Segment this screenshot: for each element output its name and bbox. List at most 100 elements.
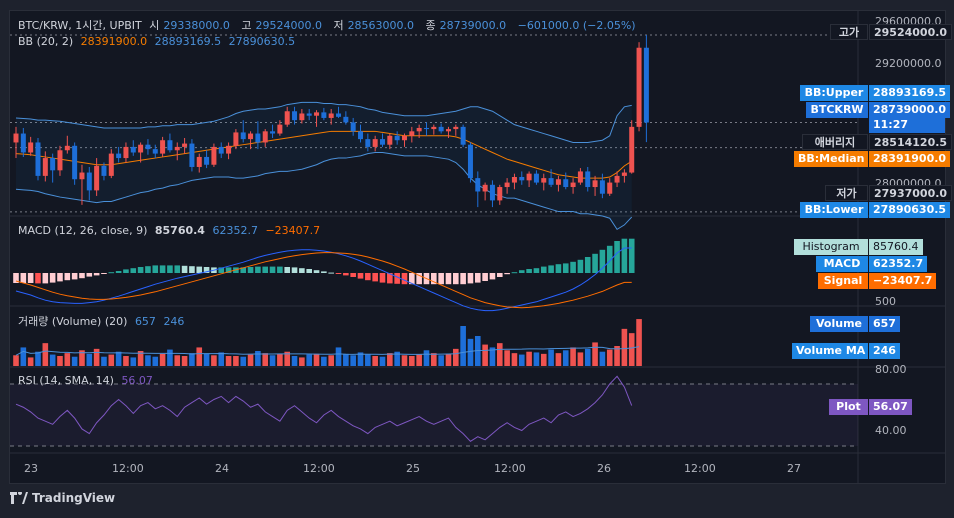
- volume-bar: [489, 347, 496, 366]
- bb-median-name: BB:Median: [794, 151, 868, 167]
- rsi-legend-name: RSI (14, SMA, 14): [18, 374, 114, 387]
- volume-bar: [628, 333, 635, 366]
- volume-ma-value: 246: [163, 315, 185, 328]
- candle-body: [409, 131, 415, 136]
- bb-upper-line: [15, 101, 632, 143]
- candle-body: [555, 179, 561, 185]
- candle-body: [72, 145, 78, 180]
- volume-bar: [533, 352, 540, 366]
- bb-legend-name: BB (20, 2): [18, 35, 74, 48]
- macd-histogram-bar: [137, 267, 144, 273]
- volume-bar: [13, 355, 19, 366]
- tradingview-logo-icon: [10, 492, 28, 504]
- volume-bar: [372, 356, 378, 366]
- symbol-title[interactable]: BTC/KRW, 1시간, UPBIT: [18, 19, 142, 32]
- macd-histogram-bar: [284, 267, 291, 273]
- volume-bar: [365, 354, 371, 366]
- macd-histogram-bar: [460, 273, 466, 285]
- candle-body: [401, 135, 407, 141]
- macd-histogram-bar: [504, 273, 510, 275]
- volume-bar: [218, 352, 225, 366]
- macd-histogram-bar: [225, 267, 232, 273]
- candle-body: [226, 145, 232, 154]
- macd-histogram-bar: [130, 268, 137, 273]
- macd-histogram-bar: [482, 273, 488, 281]
- volume-legend[interactable]: 거래량 (Volume) (20) 657 246: [18, 313, 188, 329]
- macd-histogram-bar: [621, 238, 628, 273]
- brand-name: TradingView: [32, 491, 116, 505]
- macd-histogram-bar: [511, 272, 518, 274]
- macd-histogram-bar: [453, 273, 459, 285]
- volume-bar: [240, 356, 247, 366]
- volume-bar: [27, 357, 34, 366]
- candle-body: [358, 131, 364, 140]
- macd-histogram-bar: [313, 270, 320, 273]
- rsi-legend[interactable]: RSI (14, SMA, 14) 56.07: [18, 374, 157, 387]
- candle-body: [299, 113, 305, 121]
- macd-histogram-bar: [438, 273, 444, 285]
- header-legend: BTC/KRW, 1시간, UPBIT 시 29338000.0 고 2952400…: [18, 17, 640, 33]
- macd-name: MACD: [816, 256, 868, 272]
- average-value: 28514120.5: [869, 134, 953, 150]
- high-price-name: 고가: [830, 24, 868, 40]
- candle-body: [284, 111, 290, 125]
- volume-bar: [211, 355, 217, 366]
- macd-histogram-bar: [489, 273, 496, 280]
- volume-bar: [42, 343, 49, 366]
- volume-bar: [328, 355, 334, 366]
- candle-body: [467, 144, 473, 179]
- macd-macd-value: 62352.7: [212, 224, 258, 237]
- rsi-plot-name: Plot: [829, 399, 868, 415]
- tradingview-footer[interactable]: TradingView: [10, 491, 115, 505]
- candle-body: [592, 180, 598, 188]
- volume-bar: [49, 354, 56, 366]
- rsi-line: [15, 375, 633, 442]
- candle-body: [189, 143, 195, 167]
- candle-body: [174, 146, 180, 151]
- macd-line: [15, 247, 632, 312]
- candle-body: [343, 116, 349, 123]
- macd-legend[interactable]: MACD (12, 26, close, 9) 85760.4 62352.7 …: [18, 224, 324, 237]
- bb-median-line: [15, 130, 632, 179]
- candle-body: [42, 158, 48, 176]
- time-label: 12:00: [684, 462, 716, 475]
- macd-histogram-bar: [548, 265, 554, 273]
- candle-body: [548, 178, 554, 185]
- candle-body: [108, 153, 114, 176]
- time-label: 12:00: [494, 462, 526, 475]
- bb-legend[interactable]: BB (20, 2) 28391900.0 28893169.5 2789063…: [18, 35, 299, 48]
- macd-histogram-bar: [357, 273, 364, 279]
- candle-body: [643, 47, 649, 123]
- last-price-name: BTCKRW: [806, 102, 868, 118]
- candle-body: [328, 113, 334, 118]
- bb-lower-line: [15, 151, 633, 231]
- histogram-tag: 85760.4: [869, 239, 923, 255]
- macd-histogram-bar: [387, 273, 393, 284]
- macd-histogram-bar: [262, 266, 269, 273]
- candle-body: [314, 112, 320, 116]
- volume-bar: [108, 354, 115, 366]
- macd-histogram-bar: [401, 273, 408, 285]
- macd-histogram-bar: [379, 273, 386, 283]
- candle-body: [255, 133, 261, 143]
- chart-svg[interactable]: [10, 11, 945, 483]
- time-label: 23: [24, 462, 38, 475]
- volume-bar: [548, 349, 554, 366]
- volume-bar: [379, 356, 386, 366]
- candle-body: [218, 146, 224, 154]
- candle-body: [270, 131, 276, 134]
- macd-histogram-bar: [79, 273, 85, 279]
- volume-bar: [409, 356, 415, 366]
- low-price-name: 저가: [825, 185, 868, 201]
- change-value: −601000.0 (−2.05%): [517, 19, 636, 32]
- volume-bar: [584, 348, 591, 366]
- candle-body: [365, 139, 371, 147]
- rsi-value: 56.07: [121, 374, 153, 387]
- volume-ma-tag: 246: [869, 343, 900, 359]
- average-name: 애버리지: [802, 134, 868, 150]
- candle-body: [182, 143, 188, 147]
- macd-histogram-bar: [27, 273, 34, 283]
- close-label: 종: [425, 19, 436, 32]
- candle-body: [57, 150, 63, 171]
- volume-bar: [445, 353, 452, 366]
